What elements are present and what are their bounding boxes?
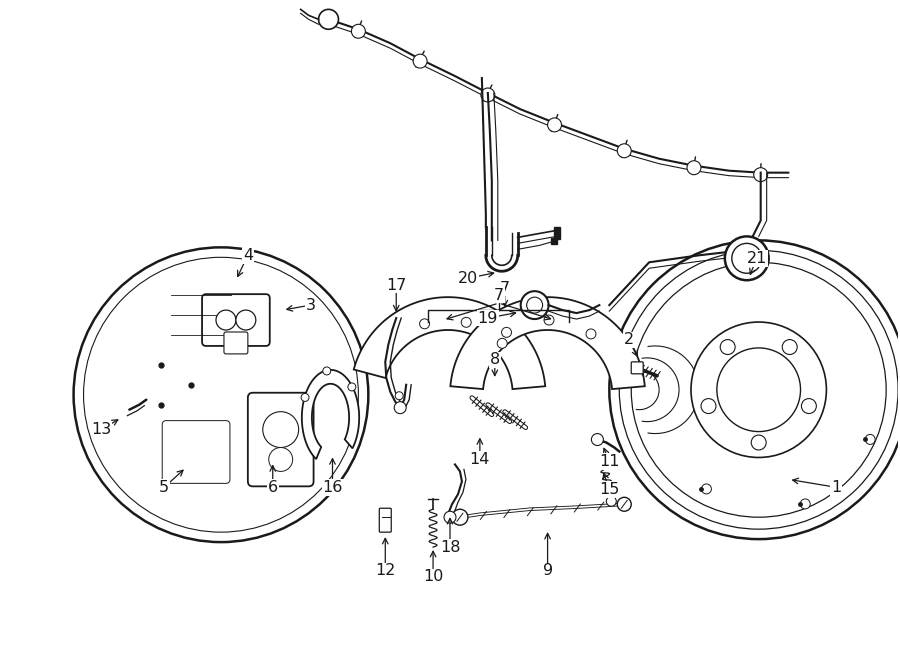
Circle shape bbox=[609, 241, 900, 539]
Circle shape bbox=[452, 509, 468, 525]
Text: 16: 16 bbox=[322, 480, 343, 495]
Circle shape bbox=[521, 291, 549, 319]
Circle shape bbox=[586, 329, 596, 339]
Text: 11: 11 bbox=[599, 454, 619, 469]
Circle shape bbox=[691, 322, 826, 457]
Text: 4: 4 bbox=[243, 248, 253, 263]
Polygon shape bbox=[302, 370, 359, 459]
Text: 5: 5 bbox=[159, 480, 169, 495]
Text: 9: 9 bbox=[543, 563, 553, 578]
Circle shape bbox=[717, 348, 800, 432]
Circle shape bbox=[497, 338, 508, 348]
Circle shape bbox=[591, 434, 603, 446]
Circle shape bbox=[617, 497, 631, 511]
FancyBboxPatch shape bbox=[224, 332, 248, 354]
Text: 3: 3 bbox=[306, 297, 316, 313]
Circle shape bbox=[547, 118, 562, 132]
Circle shape bbox=[444, 511, 456, 524]
Text: 15: 15 bbox=[599, 482, 619, 497]
Circle shape bbox=[800, 499, 810, 509]
Circle shape bbox=[720, 340, 735, 354]
Circle shape bbox=[752, 435, 766, 450]
Circle shape bbox=[631, 262, 886, 517]
Text: 1: 1 bbox=[832, 480, 842, 495]
Circle shape bbox=[865, 434, 875, 444]
Circle shape bbox=[607, 496, 616, 506]
Polygon shape bbox=[354, 297, 545, 389]
Circle shape bbox=[801, 399, 816, 414]
Circle shape bbox=[461, 317, 472, 327]
Circle shape bbox=[74, 247, 368, 542]
Circle shape bbox=[782, 340, 797, 354]
Circle shape bbox=[236, 310, 256, 330]
Circle shape bbox=[617, 144, 631, 158]
Text: 7: 7 bbox=[494, 288, 504, 303]
Circle shape bbox=[348, 383, 356, 391]
Circle shape bbox=[216, 310, 236, 330]
Circle shape bbox=[732, 243, 761, 273]
Text: 13: 13 bbox=[91, 422, 112, 437]
Circle shape bbox=[419, 319, 429, 329]
Text: 17: 17 bbox=[386, 278, 407, 293]
Circle shape bbox=[351, 24, 365, 38]
Circle shape bbox=[269, 447, 292, 471]
Text: 20: 20 bbox=[458, 271, 478, 286]
Text: 7: 7 bbox=[500, 281, 509, 295]
Text: 18: 18 bbox=[440, 539, 460, 555]
Circle shape bbox=[701, 399, 716, 414]
Text: 10: 10 bbox=[423, 570, 444, 584]
Circle shape bbox=[724, 237, 769, 280]
Circle shape bbox=[319, 9, 338, 29]
Circle shape bbox=[544, 315, 554, 325]
FancyBboxPatch shape bbox=[202, 294, 270, 346]
Text: 8: 8 bbox=[490, 352, 500, 368]
FancyBboxPatch shape bbox=[162, 420, 230, 483]
Circle shape bbox=[701, 484, 711, 494]
Text: 12: 12 bbox=[375, 563, 395, 578]
Circle shape bbox=[394, 402, 406, 414]
FancyBboxPatch shape bbox=[248, 393, 313, 486]
Text: 2: 2 bbox=[625, 332, 634, 348]
Circle shape bbox=[395, 392, 403, 400]
Text: 14: 14 bbox=[470, 452, 490, 467]
Circle shape bbox=[413, 54, 428, 68]
Circle shape bbox=[84, 257, 358, 532]
FancyBboxPatch shape bbox=[631, 362, 644, 374]
Text: 6: 6 bbox=[267, 480, 278, 495]
Circle shape bbox=[753, 168, 768, 182]
Text: 19: 19 bbox=[478, 311, 498, 326]
Circle shape bbox=[526, 297, 543, 313]
Circle shape bbox=[501, 327, 511, 337]
Circle shape bbox=[263, 412, 299, 447]
Circle shape bbox=[687, 161, 701, 175]
Text: 21: 21 bbox=[746, 251, 767, 266]
Circle shape bbox=[481, 88, 495, 102]
Circle shape bbox=[323, 367, 330, 375]
Circle shape bbox=[302, 393, 309, 401]
Circle shape bbox=[619, 251, 898, 529]
FancyBboxPatch shape bbox=[379, 508, 392, 532]
Polygon shape bbox=[450, 297, 644, 389]
